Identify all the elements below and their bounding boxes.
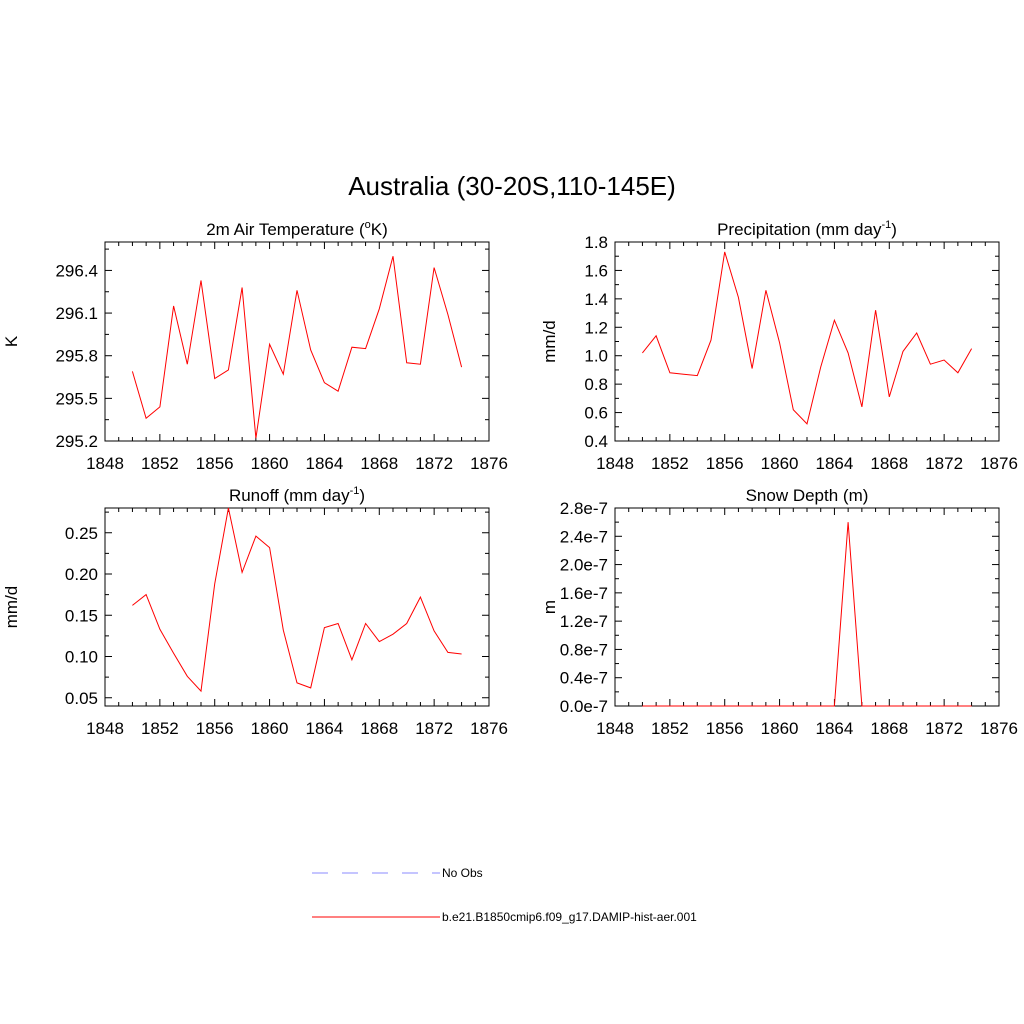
x-tick-label: 1860 — [761, 719, 799, 738]
x-tick-label: 1852 — [141, 454, 179, 473]
y-tick-label: 0.15 — [65, 606, 98, 625]
y-tick-label: 0.20 — [65, 565, 98, 584]
y-tick-label: 0.05 — [65, 689, 98, 708]
x-tick-label: 1868 — [360, 454, 398, 473]
x-tick-label: 1876 — [980, 719, 1018, 738]
x-tick-label: 1848 — [596, 719, 634, 738]
x-tick-label: 1876 — [470, 719, 508, 738]
series-line — [642, 251, 973, 425]
panel-title: Precipitation (mm day-1) — [717, 219, 897, 239]
panel-title: Snow Depth (m) — [746, 486, 869, 505]
y-tick-label: 1.0 — [584, 347, 608, 366]
x-tick-label: 1872 — [925, 454, 963, 473]
panel-runoff: Runoff (mm day-1) 1848 1852 1856 1860 1864 186… — [2, 485, 508, 738]
panel-precipitation: Precipitation (mm day-1) 1848 1852 1856 1860… — [540, 219, 1018, 473]
x-tick-label: 1872 — [925, 719, 963, 738]
x-tick-label: 1876 — [470, 454, 508, 473]
x-tick-label: 1848 — [86, 454, 124, 473]
x-tick-label: 1848 — [596, 454, 634, 473]
series-line — [642, 522, 972, 707]
x-tick-label: 1868 — [360, 719, 398, 738]
y-tick-label: 2.8e-7 — [560, 499, 608, 518]
x-tick-label: 1872 — [415, 719, 453, 738]
figure-title: Australia (30-20S,110-145E) — [348, 171, 676, 201]
x-tick-label: 1868 — [870, 454, 908, 473]
plot-frame — [614, 241, 1000, 442]
x-tick-label: 1848 — [86, 719, 124, 738]
y-tick-label: 295.8 — [55, 347, 98, 366]
panel-air-temperature: 2m Air Temperature (oK) 1848 1852 1856 1860 1… — [2, 219, 508, 473]
x-tick-label: 1864 — [306, 719, 344, 738]
y-tick-label: 0.8 — [584, 375, 608, 394]
x-tick-label: 1852 — [651, 454, 689, 473]
x-tick-label: 1860 — [251, 454, 289, 473]
y-axis-label: m — [540, 600, 559, 614]
y-tick-label: 0.0e-7 — [560, 697, 608, 716]
legend: No Obs b.e21.B1850cmip6.f09_g17.DAMIP-hi… — [312, 866, 697, 924]
y-tick-label: 0.4 — [584, 432, 608, 451]
x-tick-label: 1872 — [415, 454, 453, 473]
y-tick-label: 1.2e-7 — [560, 612, 608, 631]
x-tick-label: 1864 — [816, 719, 854, 738]
y-tick-label: 0.8e-7 — [560, 640, 608, 659]
series-line — [131, 256, 463, 439]
y-tick-label: 1.6e-7 — [560, 584, 608, 603]
y-tick-label: 0.6 — [584, 404, 608, 423]
y-tick-label: 295.5 — [55, 389, 98, 408]
plot-frame — [614, 507, 1000, 707]
x-tick-label: 1868 — [870, 719, 908, 738]
legend-label-model-run: b.e21.B1850cmip6.f09_g17.DAMIP-hist-aer.… — [442, 910, 697, 924]
x-tick-label: 1856 — [706, 719, 744, 738]
y-axis-label: K — [2, 335, 21, 347]
y-tick-label: 2.0e-7 — [560, 556, 608, 575]
x-tick-label: 1852 — [141, 719, 179, 738]
series-line — [132, 507, 462, 693]
y-tick-label: 2.4e-7 — [560, 527, 608, 546]
x-tick-label: 1856 — [196, 719, 234, 738]
y-tick-label: 0.10 — [65, 648, 98, 667]
y-tick-label: 0.4e-7 — [560, 669, 608, 688]
y-tick-label: 0.25 — [65, 524, 98, 543]
y-tick-label: 1.8 — [584, 233, 608, 252]
plot-frame — [104, 507, 490, 707]
plot-frame — [104, 241, 490, 442]
x-tick-label: 1852 — [651, 719, 689, 738]
x-tick-label: 1856 — [706, 454, 744, 473]
panel-title: Runoff (mm day-1) — [229, 485, 365, 505]
y-tick-label: 1.4 — [584, 290, 608, 309]
x-tick-label: 1864 — [816, 454, 854, 473]
x-tick-label: 1856 — [196, 454, 234, 473]
x-tick-label: 1876 — [980, 454, 1018, 473]
y-tick-label: 296.4 — [55, 261, 98, 280]
panel-snow-depth: Snow Depth (m) 1848 1852 1856 1860 1864 1868 18… — [540, 486, 1018, 738]
panel-title: 2m Air Temperature (oK) — [206, 219, 388, 239]
y-tick-label: 1.2 — [584, 318, 608, 337]
y-tick-label: 1.6 — [584, 261, 608, 280]
x-tick-label: 1864 — [306, 454, 344, 473]
y-axis-label: mm/d — [540, 320, 559, 363]
y-axis-label: mm/d — [2, 586, 21, 629]
y-tick-label: 295.2 — [55, 432, 98, 451]
legend-label-no-obs: No Obs — [442, 866, 483, 880]
panels: 2m Air Temperature (oK) 1848 1852 1856 1860 1… — [2, 219, 1018, 738]
y-tick-label: 296.1 — [55, 304, 98, 323]
x-tick-label: 1860 — [251, 719, 289, 738]
x-tick-label: 1860 — [761, 454, 799, 473]
